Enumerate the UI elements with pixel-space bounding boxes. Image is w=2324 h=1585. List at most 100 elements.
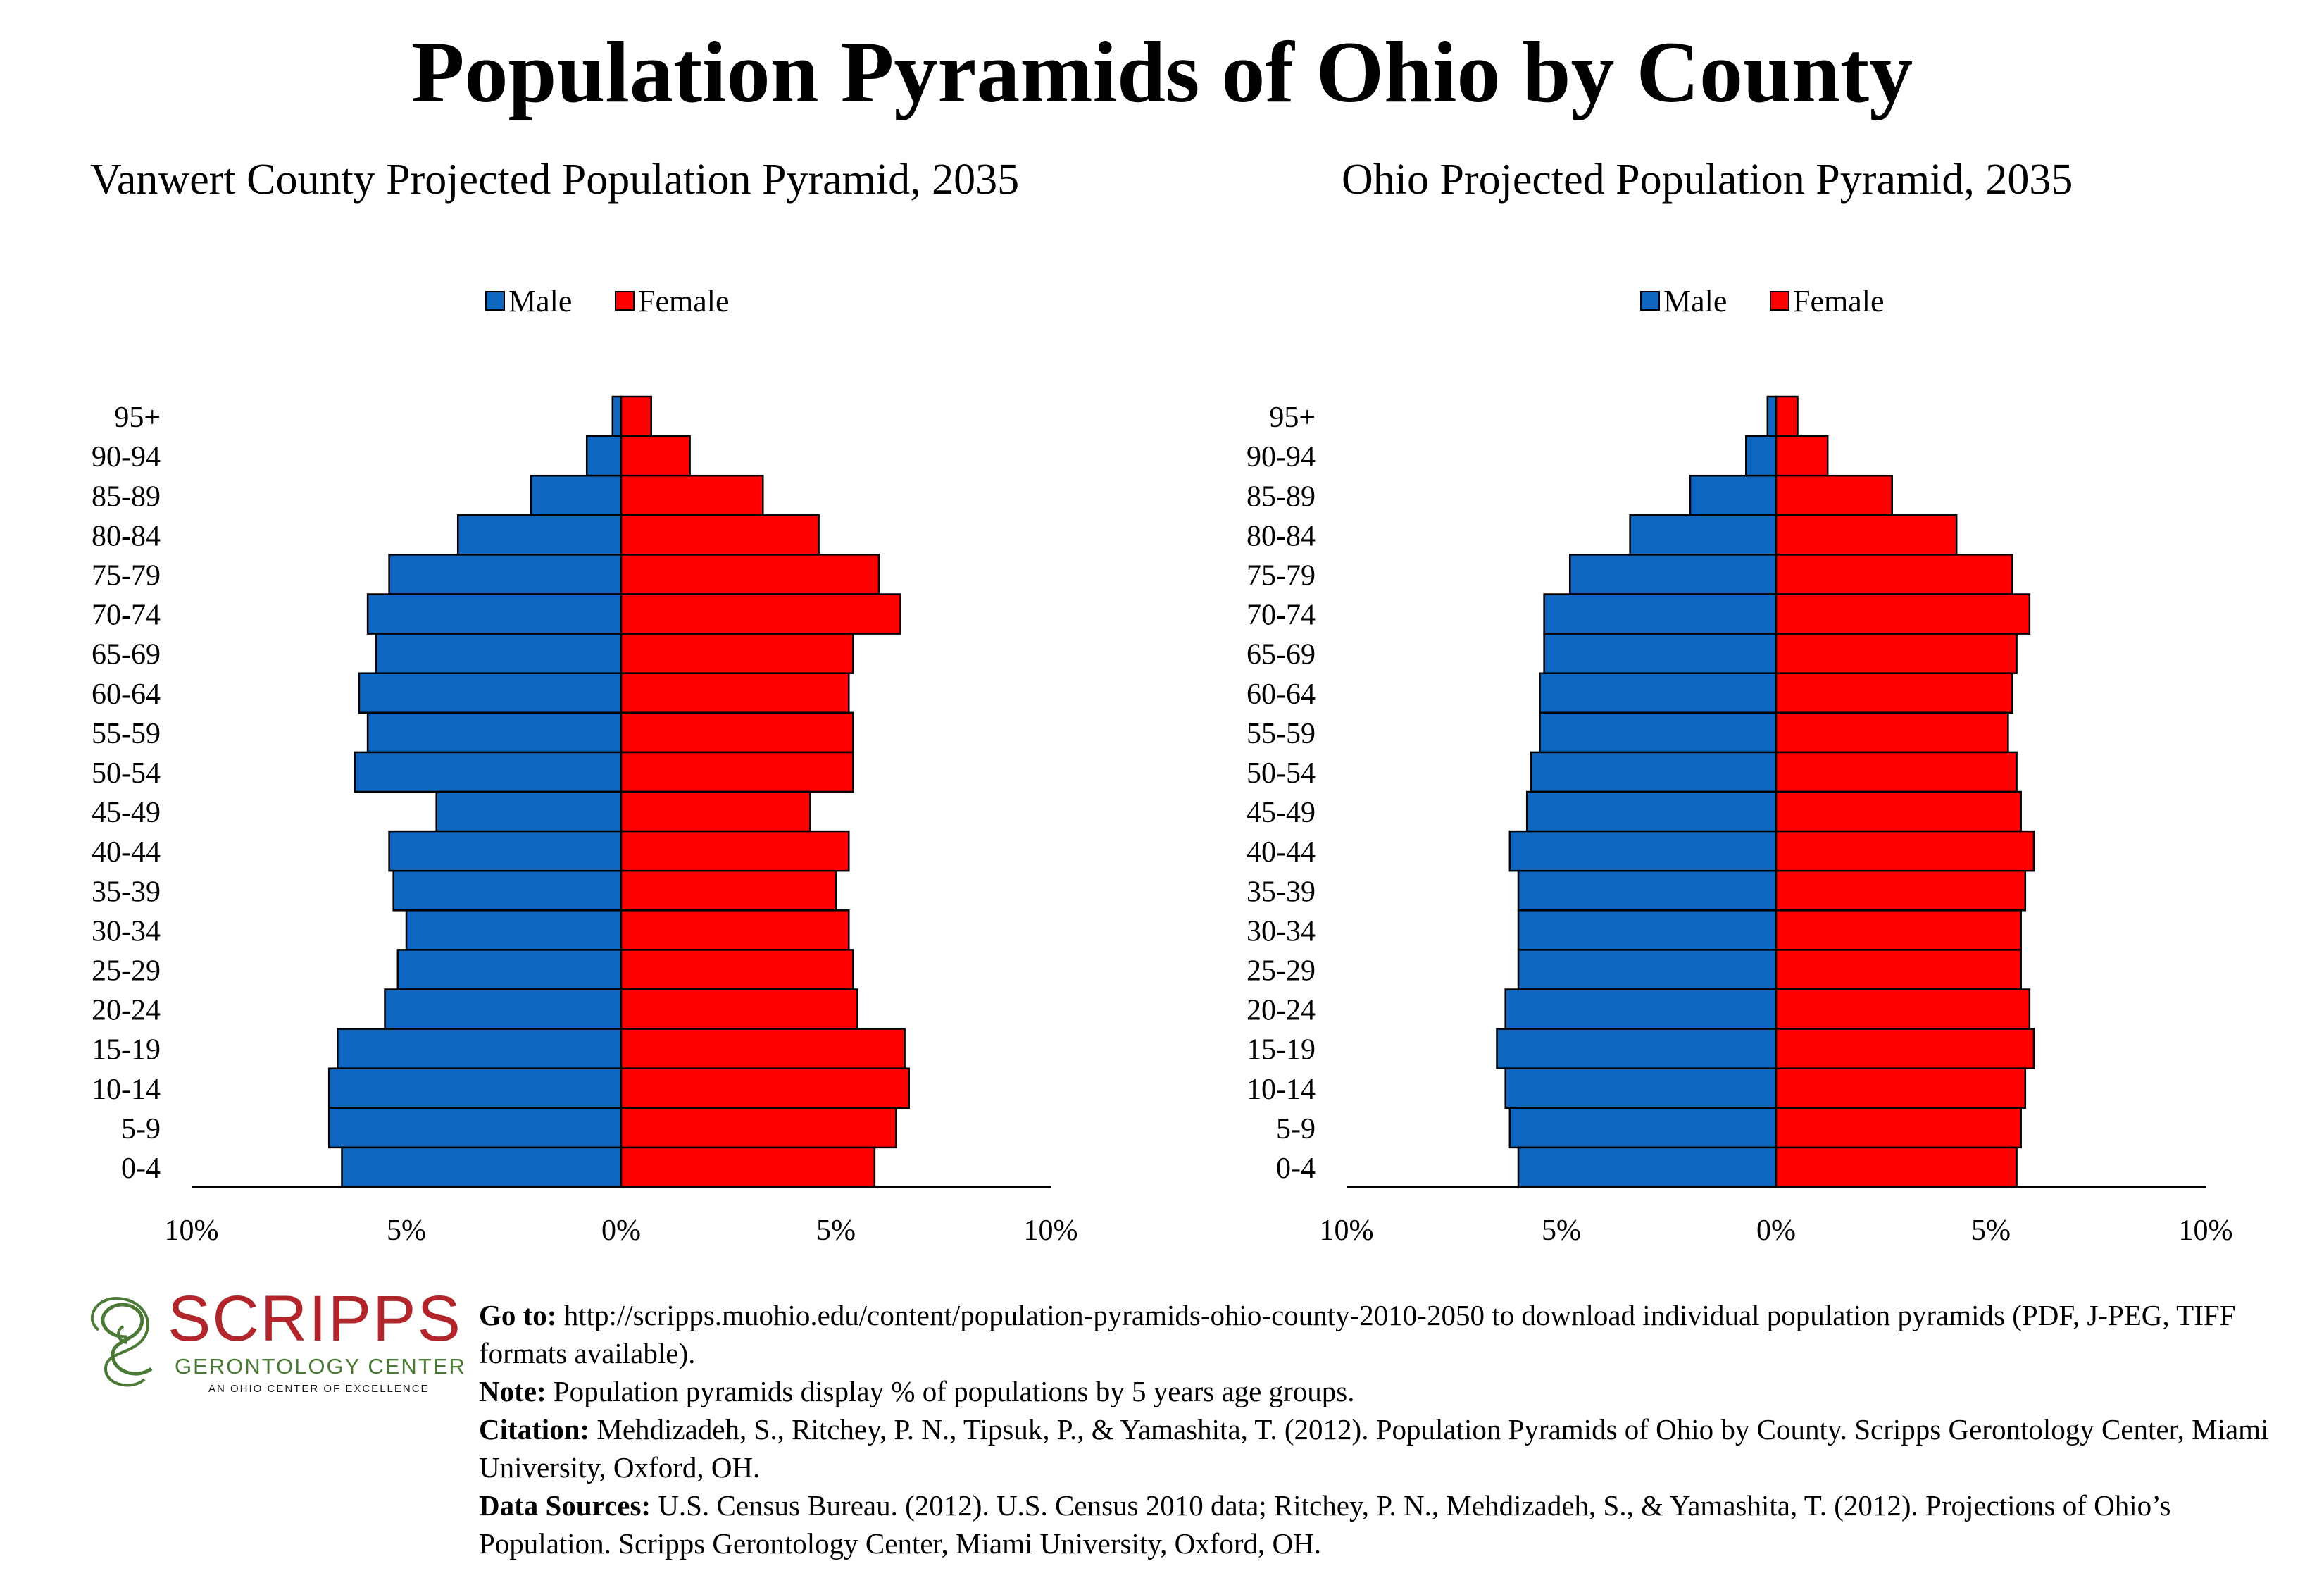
category-label: 25-29 <box>1247 955 1316 987</box>
bar-male-90-94 <box>1745 435 1778 477</box>
x-tick-label: 5% <box>387 1214 426 1247</box>
bar-female-15-19 <box>1775 1028 2035 1069</box>
ohio-pyramid-chart: Ohio Projected Population Pyramid, 2035 … <box>1155 137 2310 1264</box>
bar-male-25-29 <box>396 949 623 990</box>
category-label: 70-74 <box>92 599 161 632</box>
note-note: Note: Population pyramids display % of p… <box>479 1372 2310 1410</box>
bar-female-0-4 <box>620 1146 876 1188</box>
category-label: 60-64 <box>92 678 161 711</box>
bar-female-85-89 <box>1775 474 1893 516</box>
bar-female-15-19 <box>620 1028 906 1069</box>
bar-male-65-69 <box>1543 633 1778 674</box>
bar-male-40-44 <box>388 830 623 872</box>
category-label: 15-19 <box>92 1034 161 1067</box>
logo-subtitle: GERONTOLOGY CENTER <box>175 1354 466 1379</box>
category-label: 95+ <box>1269 402 1316 434</box>
bar-female-65-69 <box>1775 633 2018 674</box>
bar-female-20-24 <box>620 988 858 1030</box>
x-tick-label: 10% <box>1320 1214 1374 1247</box>
bar-male-80-84 <box>1629 514 1778 556</box>
category-label: 95+ <box>114 402 161 434</box>
bar-female-25-29 <box>1775 949 2022 990</box>
bar-male-55-59 <box>366 711 623 754</box>
ohio-pyramid-svg: Male Female 95+ 90-94 85-89 80-84 75-79 70-74 65… <box>1247 284 2233 1247</box>
bar-female-50-54 <box>1775 751 2018 793</box>
bar-male-85-89 <box>1689 474 1778 516</box>
legend-swatch-male <box>485 291 505 311</box>
category-label: 90-94 <box>1247 441 1316 473</box>
x-tick-label: 10% <box>1024 1214 1078 1247</box>
category-label: 50-54 <box>1247 757 1316 790</box>
category-label: 20-24 <box>1247 995 1316 1027</box>
x-tick-label: 10% <box>165 1214 219 1247</box>
bar-male-75-79 <box>1568 554 1778 595</box>
category-label: 10-14 <box>1247 1074 1316 1106</box>
bar-female-5-9 <box>1775 1107 2022 1149</box>
scripps-logo: SCRIPPS GERONTOLOGY CENTER AN OHIO CENTE… <box>85 1282 465 1409</box>
category-label: 50-54 <box>92 757 161 790</box>
chart-title: Vanwert County Projected Population Pyra… <box>90 156 1020 204</box>
note-text: Population pyramids display % of populat… <box>546 1375 1355 1407</box>
bar-female-80-84 <box>1775 514 1958 556</box>
bar-female-75-79 <box>620 554 880 595</box>
legend: Male Female <box>1640 284 1885 318</box>
category-label: 15-19 <box>1247 1034 1316 1067</box>
bar-female-5-9 <box>620 1107 897 1149</box>
bar-female-70-74 <box>1775 593 2031 635</box>
category-label: 80-84 <box>1247 520 1316 552</box>
bar-female-35-39 <box>620 869 837 912</box>
category-label: 40-44 <box>92 836 161 869</box>
bar-male-15-19 <box>1496 1028 1778 1069</box>
x-tick-label: 5% <box>816 1214 856 1247</box>
bar-male-60-64 <box>358 672 623 714</box>
category-label: 70-74 <box>1247 599 1316 632</box>
bar-male-10-14 <box>1504 1067 1778 1110</box>
bar-female-10-14 <box>1775 1067 2027 1110</box>
bar-male-70-74 <box>366 593 623 635</box>
bar-male-35-39 <box>392 869 623 912</box>
bar-male-90-94 <box>585 435 623 477</box>
bar-female-90-94 <box>620 435 691 477</box>
page-title: Population Pyramids of Ohio by County <box>411 24 1913 120</box>
bar-female-55-59 <box>1775 711 2009 754</box>
legend-swatch-female <box>615 291 635 311</box>
bar-female-30-34 <box>620 909 850 951</box>
bar-female-10-14 <box>620 1067 910 1110</box>
bar-female-45-49 <box>1775 790 2022 833</box>
bar-female-90-94 <box>1775 435 1829 477</box>
bar-male-95+ <box>611 395 623 437</box>
bar-male-15-19 <box>337 1028 623 1069</box>
county-pyramid-svg: Male Female 95+ 90-94 85-89 80-84 75-79 70-74 65… <box>92 284 1078 1247</box>
bar-female-45-49 <box>620 790 811 833</box>
note-citation: Citation: Mehdizadeh, S., Ritchey, P. N.… <box>479 1410 2310 1486</box>
category-label: 40-44 <box>1247 836 1316 869</box>
category-label: 45-49 <box>1247 797 1316 829</box>
note-label: Data Sources: <box>479 1489 651 1522</box>
x-tick-label: 0% <box>601 1214 641 1247</box>
legend-label-female: Female <box>1793 284 1885 318</box>
bar-male-50-54 <box>354 751 623 793</box>
bar-female-60-64 <box>1775 672 2013 714</box>
category-label: 65-69 <box>1247 639 1316 671</box>
x-tick-label: 5% <box>1542 1214 1581 1247</box>
note-text: http://scripps.muohio.edu/content/popula… <box>479 1299 2236 1369</box>
category-label: 5-9 <box>121 1113 161 1145</box>
note-text: Mehdizadeh, S., Ritchey, P. N., Tipsuk, … <box>479 1413 2269 1484</box>
chart-title: Ohio Projected Population Pyramid, 2035 <box>1342 156 2073 204</box>
bar-male-25-29 <box>1517 949 1778 990</box>
footer: SCRIPPS GERONTOLOGY CENTER AN OHIO CENTE… <box>0 1282 2324 1585</box>
logo-wordmark: SCRIPPS <box>168 1283 462 1355</box>
category-label: 65-69 <box>92 639 161 671</box>
bar-female-80-84 <box>620 514 820 556</box>
category-label: 35-39 <box>92 876 161 908</box>
bar-male-35-39 <box>1517 869 1778 912</box>
note-label: Citation: <box>479 1413 590 1446</box>
legend-label-male: Male <box>508 284 572 318</box>
category-label: 10-14 <box>92 1074 161 1106</box>
bar-male-75-79 <box>388 554 623 595</box>
category-label: 80-84 <box>92 520 161 552</box>
category-label: 60-64 <box>1247 678 1316 711</box>
bar-female-40-44 <box>620 830 850 872</box>
category-label: 55-59 <box>1247 718 1316 750</box>
bar-male-80-84 <box>456 514 623 556</box>
